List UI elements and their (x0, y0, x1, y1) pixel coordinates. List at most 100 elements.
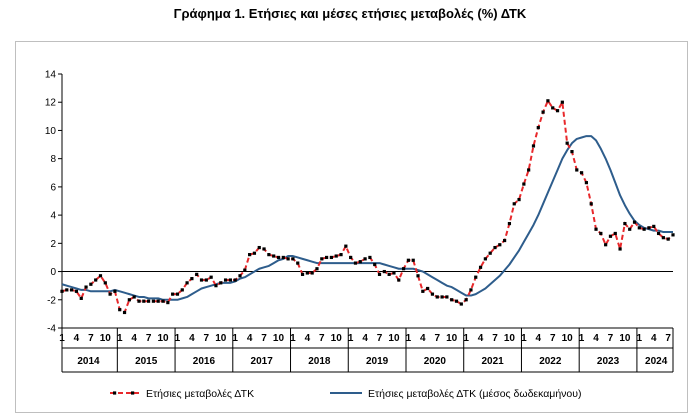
annual-data-point (661, 236, 665, 240)
annual-data-point (238, 274, 242, 278)
annual-data-point (560, 100, 564, 104)
annual-data-point (286, 257, 290, 261)
month-tick-label: 1 (117, 333, 123, 344)
annual-data-point (84, 285, 88, 289)
y-tick-label: 2 (50, 239, 56, 250)
annual-data-point (156, 299, 160, 303)
annual-data-point (551, 106, 555, 110)
annual-data-point (113, 289, 117, 293)
annual-data-point (589, 202, 593, 206)
annual-data-point (584, 181, 589, 185)
annual-data-point (142, 299, 146, 303)
annual-data-point (98, 274, 103, 278)
year-label: 2015 (135, 356, 158, 367)
y-tick-label: -2 (47, 295, 56, 306)
annual-data-point (666, 237, 670, 241)
legend-annual-marker (113, 391, 117, 395)
annual-data-point (272, 254, 276, 258)
annual-data-point (108, 292, 112, 296)
year-label: 2021 (481, 356, 504, 367)
annual-data-point (248, 253, 252, 257)
month-tick-label: 10 (331, 333, 343, 344)
annual-data-point (89, 282, 93, 286)
annual-data-point (579, 171, 584, 175)
month-tick-label: 4 (305, 333, 311, 344)
annual-data-point (430, 292, 435, 296)
annual-data-point (628, 227, 632, 231)
chart-frame (15, 41, 688, 413)
annual-data-point (339, 253, 343, 257)
annual-data-point (411, 258, 415, 262)
month-tick-label: 4 (74, 333, 80, 344)
month-tick-label: 10 (446, 333, 458, 344)
month-tick-label: 7 (550, 333, 556, 344)
month-tick-label: 4 (478, 333, 484, 344)
annual-data-point (70, 288, 74, 292)
annual-data-point (310, 271, 314, 275)
average-series (61, 135, 673, 301)
month-tick-label: 10 (504, 333, 516, 344)
month-tick-label: 1 (463, 333, 469, 344)
month-tick-label: 4 (420, 333, 426, 344)
annual-data-point (334, 254, 338, 258)
annual-data-point (656, 231, 661, 236)
month-tick-label: 10 (157, 333, 169, 344)
year-label: 2024 (645, 356, 668, 367)
y-tick-label: 10 (45, 126, 57, 137)
month-tick-label: 10 (619, 333, 631, 344)
annual-data-point (214, 284, 218, 288)
year-label: 2019 (366, 356, 389, 367)
year-label: 2014 (77, 356, 100, 367)
annual-data-point (60, 289, 64, 293)
average-series-line (61, 135, 673, 301)
annual-data-point (613, 231, 617, 236)
annual-data-point (642, 227, 646, 231)
annual-data-point (406, 258, 410, 262)
annual-data-point (127, 298, 131, 302)
annual-data-point (329, 255, 334, 260)
month-tick-label: 1 (579, 333, 585, 344)
y-tick-label: 4 (50, 211, 56, 222)
month-tick-label: 4 (536, 333, 542, 344)
month-tick-label: 7 (261, 333, 267, 344)
annual-data-point (416, 274, 420, 278)
annual-data-point (161, 299, 165, 303)
legend-annual-label: Ετήσιες μεταβολές ΔΤΚ (146, 388, 254, 400)
annual-data-point (252, 251, 257, 255)
annual-data-point (522, 182, 526, 186)
month-tick-label: 1 (232, 333, 238, 344)
month-tick-label: 7 (492, 333, 498, 344)
annual-data-point (74, 289, 79, 293)
annual-data-point (228, 278, 232, 282)
month-tick-label: 1 (59, 333, 65, 344)
annual-data-point (421, 289, 425, 293)
annual-data-point (565, 141, 569, 145)
annual-data-point (623, 221, 627, 226)
annual-data-point (276, 255, 281, 260)
month-tick-label: 4 (131, 333, 137, 344)
annual-data-point (459, 302, 463, 306)
month-tick-label: 7 (377, 333, 383, 344)
month-tick-label: 7 (319, 333, 325, 344)
annual-data-point (594, 227, 598, 231)
annual-data-point (435, 295, 439, 299)
annual-data-point (243, 268, 247, 272)
annual-data-point (440, 295, 444, 299)
month-tick-label: 7 (204, 333, 210, 344)
annual-data-point (358, 260, 362, 264)
year-label: 2023 (597, 356, 620, 367)
annual-data-point (392, 271, 396, 275)
month-tick-label: 10 (388, 333, 400, 344)
month-tick-label: 1 (406, 333, 412, 344)
annual-data-point (122, 310, 127, 315)
annual-data-point (320, 257, 324, 261)
annual-data-point (507, 221, 512, 226)
month-tick-label: 1 (521, 333, 527, 344)
annual-data-point (632, 220, 637, 224)
annual-data-point (233, 278, 237, 282)
annual-data-point (493, 245, 497, 250)
year-label: 2016 (193, 356, 216, 367)
year-label: 2022 (539, 356, 562, 367)
